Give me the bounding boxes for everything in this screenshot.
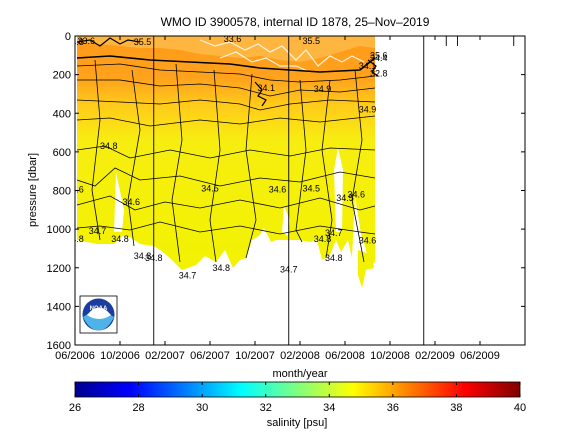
contour-label: 34.7 — [89, 226, 107, 236]
year-boundary-lines — [153, 36, 526, 345]
x-tick-label: 06/2008 — [325, 350, 365, 362]
contour-label: 34.8 — [134, 251, 152, 261]
contour-line — [76, 55, 376, 73]
contour-line — [76, 145, 376, 159]
contour-label: 34.6 — [359, 236, 377, 246]
contour-label: 35.6 — [370, 50, 388, 60]
colorbar-tick-label: 40 — [514, 402, 526, 414]
y-tick-label: 1600 — [47, 340, 71, 352]
contour-line — [171, 63, 183, 263]
svg-text:NOAA: NOAA — [90, 306, 108, 312]
contour-label: 34.5 — [336, 193, 354, 203]
contour-labels: 33.634.8 35.5 33.6 35.535.634.434.132.834.1… — [66, 34, 388, 280]
fresh-gap-2 — [334, 148, 343, 232]
contour-label: 34.8 — [66, 234, 84, 244]
colorbar-label: salinity [psu] — [267, 417, 328, 429]
x-axis-label: month/year — [272, 368, 327, 380]
contour-label: 34.9 — [314, 84, 332, 94]
contour-label: 35.5 — [302, 36, 320, 46]
y-tick-label: 400 — [53, 108, 71, 120]
salinity-field: 33.634.8 35.5 33.6 35.535.634.434.132.834.1… — [66, 34, 388, 288]
contour-label: 34.1 — [359, 61, 377, 71]
contour-label: 34.7 — [179, 270, 197, 280]
surface-black-tangle — [76, 37, 379, 107]
contour-line — [91, 59, 101, 241]
contour-line — [76, 99, 376, 111]
contour-label: 34.5 — [201, 184, 219, 194]
contour-label: 34.8 — [111, 234, 129, 244]
x-tick-label: 02/2007 — [145, 350, 185, 362]
fresh-gap-1 — [114, 172, 124, 232]
contour-label: 34.6 — [122, 197, 140, 207]
colorbar-tick-label: 34 — [323, 402, 335, 414]
y-tick-label: 800 — [53, 186, 71, 198]
contour-label: 34.8 — [314, 234, 332, 244]
colorbar-tick-label: 28 — [132, 402, 144, 414]
colorbar-tick-label: 32 — [260, 402, 272, 414]
y-axis-label: pressure [dbar] — [27, 153, 39, 227]
contour-label: 34.8 — [66, 37, 84, 47]
y-tick-label: 1400 — [47, 301, 71, 313]
contour-lines — [76, 55, 376, 263]
contour-line — [76, 221, 376, 235]
x-tick-label: 06/2009 — [460, 350, 500, 362]
contour-line — [76, 63, 376, 83]
colorbar-ticks: 26 28 30 32 34 36 38 40 — [69, 382, 526, 414]
x-tick-label: 10/2007 — [235, 350, 275, 362]
contour-label: 34.7 — [325, 228, 343, 238]
x-tick-label: 06/2006 — [55, 350, 95, 362]
contour-line — [209, 69, 221, 263]
x-tick-label: 10/2008 — [370, 350, 410, 362]
contour-line — [295, 79, 307, 243]
colorbar-tick-label: 26 — [69, 402, 81, 414]
contour-line — [351, 69, 365, 263]
y-tick-label: 1000 — [47, 224, 71, 236]
salinity-fill-main — [77, 36, 375, 270]
contour-label: 33.6 — [77, 36, 95, 46]
y-tick-label: 200 — [53, 70, 71, 82]
x-axis-ticks: 06/2006 10/2006 02/2007 06/2007 10/2007 02/20… — [55, 36, 500, 362]
contour-line — [245, 73, 257, 259]
contour-label: 34.8 — [212, 263, 230, 273]
fresh-gap-3 — [282, 206, 290, 236]
contour-label: 34.6 — [269, 185, 287, 195]
contour-label: 35.5 — [134, 37, 152, 47]
y-tick-label: 600 — [53, 147, 71, 159]
x-tick-label: 02/2008 — [280, 350, 320, 362]
contour-label: 34.1 — [257, 83, 275, 93]
contour-label: 33.6 — [224, 34, 242, 44]
contour-label: 34.5 — [302, 184, 320, 194]
x-tick-label: 10/2006 — [100, 350, 140, 362]
contour-label: 34.4 — [370, 53, 388, 63]
contour-line — [127, 69, 141, 247]
contour-line — [76, 115, 376, 127]
colorbar-tick-label: 36 — [387, 402, 399, 414]
colorbar-tick-label: 38 — [450, 402, 462, 414]
contour-label: 34.8 — [100, 141, 118, 151]
contour-label: 34.6 — [347, 189, 365, 199]
contour-line — [321, 79, 333, 259]
x-tick-label: 06/2007 — [190, 350, 230, 362]
contour-line — [76, 167, 376, 187]
contour-label: 34.8 — [325, 253, 343, 263]
noaa-logo: NOAA — [79, 295, 118, 334]
deep-tail — [358, 250, 374, 288]
contour-label: 34.9 — [359, 104, 377, 114]
contour-label: 34.6 — [66, 185, 84, 195]
colorbar — [74, 381, 521, 398]
x-tick-label: 02/2009 — [415, 350, 455, 362]
chart-title: WMO ID 3900578, internal ID 1878, 25–Nov… — [161, 15, 430, 29]
y-tick-label: 1200 — [47, 263, 71, 275]
contour-label: 32.8 — [370, 69, 388, 79]
y-axis-ticks: 0 200 400 600 800 1000 1200 1400 1600 — [47, 31, 525, 352]
colorbar-tick-label: 30 — [196, 402, 208, 414]
y-tick-label: 0 — [65, 31, 71, 43]
contour-line — [76, 195, 376, 211]
